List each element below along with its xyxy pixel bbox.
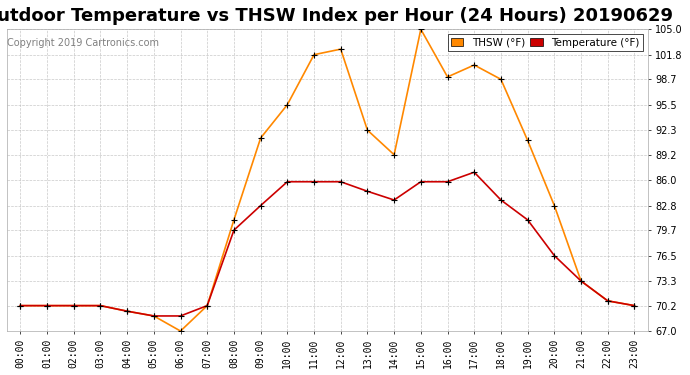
Legend: THSW (°F), Temperature (°F): THSW (°F), Temperature (°F) (448, 34, 642, 51)
Title: Outdoor Temperature vs THSW Index per Hour (24 Hours) 20190629: Outdoor Temperature vs THSW Index per Ho… (0, 7, 673, 25)
Text: Copyright 2019 Cartronics.com: Copyright 2019 Cartronics.com (7, 38, 159, 48)
